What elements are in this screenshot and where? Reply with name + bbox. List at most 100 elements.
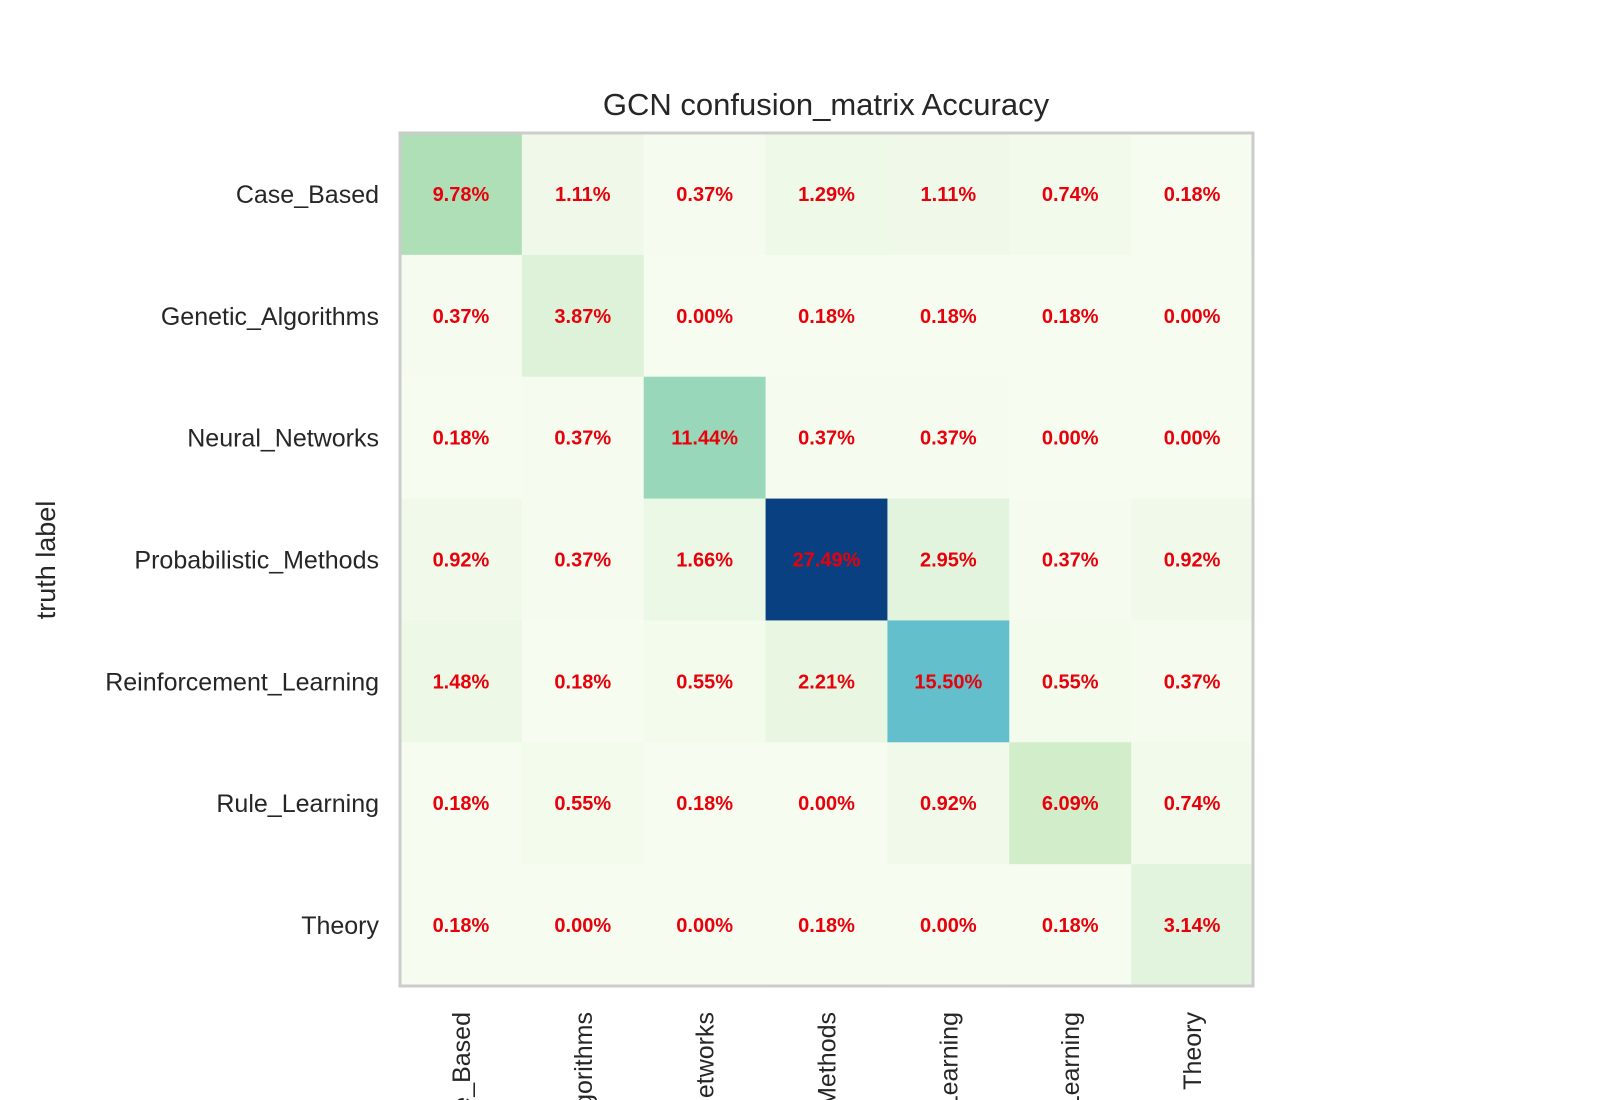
cell-value-label: 15.50% [914, 671, 982, 693]
heatmap-cell [521, 864, 645, 987]
cell-value-label: 0.55% [554, 793, 611, 815]
cell-value-label: 0.18% [433, 915, 490, 937]
cell-value-label: 3.14% [1164, 915, 1221, 937]
cell-value-label: 0.00% [1164, 306, 1221, 328]
x-tick-label: Learning [935, 1012, 963, 1100]
heatmap-cell [1131, 254, 1254, 378]
y-tick-label: Genetic_Algorithms [161, 303, 379, 331]
heatmap-cell [643, 864, 767, 987]
x-tick-label: Learning [1057, 1012, 1085, 1100]
heatmap-cell [1131, 133, 1254, 256]
heatmap-cell [765, 133, 888, 256]
heatmap-cell [765, 376, 888, 500]
heatmap-cell [521, 254, 645, 378]
x-tick-label: e_Based [448, 1012, 476, 1100]
cell-value-label: 27.49% [793, 550, 861, 572]
heatmap-cell [887, 864, 1010, 987]
heatmap-cell [400, 376, 523, 500]
x-tick-labels: e_Based gorithms etworks Methods Learning Lea… [448, 1012, 1207, 1100]
heatmap-cell [1009, 742, 1132, 865]
cell-value-label: 11.44% [671, 428, 738, 450]
heatmap-cell [765, 864, 888, 987]
heatmap-cell [887, 254, 1010, 378]
heatmap-cells: 9.78% 1.11% 0.37% 1.29% 1.11% 0.74% 0.18% 0.37%… [400, 133, 1254, 987]
heatmap-cell [400, 864, 523, 987]
heatmap-cell [400, 254, 523, 378]
heatmap-cell [643, 254, 767, 378]
heatmap-cell [1009, 498, 1132, 621]
heatmap-cell [1009, 254, 1132, 378]
cell-value-label: 2.21% [798, 671, 855, 693]
cell-value-label: 9.78% [433, 184, 490, 206]
heatmap-cell [400, 133, 523, 256]
cell-value-label: 1.66% [676, 550, 733, 572]
x-tick-label: Theory [1179, 1012, 1207, 1090]
cell-value-label: 2.95% [920, 550, 977, 572]
cell-value-label: 0.00% [676, 915, 733, 937]
x-tick-label: gorithms [570, 1012, 598, 1100]
plot-frame [398, 131, 1255, 988]
heatmap-cell [643, 742, 767, 865]
cell-value-label: 0.37% [554, 428, 611, 450]
heatmap-cell [521, 133, 645, 256]
cell-value-label: 0.92% [433, 550, 490, 572]
cell-value-label: 0.74% [1042, 184, 1099, 206]
heatmap-cell [765, 498, 888, 621]
heatmap-cell [1131, 498, 1254, 621]
cell-value-label: 1.29% [798, 184, 855, 206]
cell-value-label: 0.18% [1164, 184, 1221, 206]
heatmap-cell [643, 498, 767, 621]
heatmap-cell [643, 376, 767, 500]
heatmap-cell [1009, 133, 1132, 256]
cell-value-label: 0.37% [1164, 671, 1221, 693]
heatmap-cell [765, 254, 888, 378]
cell-value-label: 1.48% [433, 671, 490, 693]
y-tick-label: Reinforcement_Learning [105, 668, 379, 696]
cell-value-label: 0.37% [676, 184, 733, 206]
cell-value-label: 0.18% [798, 915, 855, 937]
heatmap-cell [1131, 742, 1254, 865]
y-tick-label: Case_Based [236, 181, 379, 209]
y-tick-label: Rule_Learning [216, 790, 379, 818]
heatmap-cell [887, 376, 1010, 500]
heatmap-cell [1009, 620, 1132, 743]
y-tick-label: Theory [301, 912, 379, 940]
cell-value-label: 0.55% [1042, 671, 1099, 693]
cell-value-label: 0.74% [1164, 793, 1221, 815]
cell-value-label: 0.00% [676, 306, 733, 328]
cell-value-label: 1.11% [555, 184, 611, 206]
cell-value-label: 0.37% [554, 550, 611, 572]
cell-value-label: 0.37% [920, 428, 977, 450]
cell-value-label: 0.18% [920, 306, 977, 328]
heatmap-cell [887, 133, 1010, 256]
cell-value-label: 0.00% [554, 915, 611, 937]
cell-value-label: 0.55% [676, 671, 733, 693]
heatmap-cell [765, 620, 888, 743]
heatmap-cell [643, 133, 767, 256]
x-tick-label: etworks [692, 1012, 720, 1098]
heatmap-cell [521, 742, 645, 865]
cell-value-label: 0.18% [433, 428, 490, 450]
heatmap-cell [1009, 376, 1132, 500]
y-tick-label: Neural_Networks [187, 425, 379, 453]
cell-value-label: 0.00% [1164, 428, 1221, 450]
cell-value-label: 0.00% [798, 793, 855, 815]
cell-value-label: 0.37% [798, 428, 855, 450]
chart-title: GCN confusion_matrix Accuracy [603, 87, 1050, 122]
cell-value-label: 0.18% [798, 306, 855, 328]
heatmap-cell [887, 742, 1010, 865]
cell-value-label: 0.18% [676, 793, 733, 815]
cell-value-label: 0.18% [433, 793, 490, 815]
cell-value-label: 0.37% [1042, 550, 1099, 572]
y-axis-label: truth label [31, 501, 61, 620]
heatmap-cell [400, 742, 523, 865]
cell-value-label: 1.11% [921, 184, 977, 206]
heatmap-cell [1131, 620, 1254, 743]
cell-value-label: 3.87% [554, 306, 611, 328]
cell-value-label: 0.18% [554, 671, 611, 693]
y-tick-label: Probabilistic_Methods [134, 547, 379, 575]
cell-value-label: 0.00% [920, 915, 977, 937]
cell-value-label: 0.92% [920, 793, 977, 815]
heatmap-cell [521, 620, 645, 743]
